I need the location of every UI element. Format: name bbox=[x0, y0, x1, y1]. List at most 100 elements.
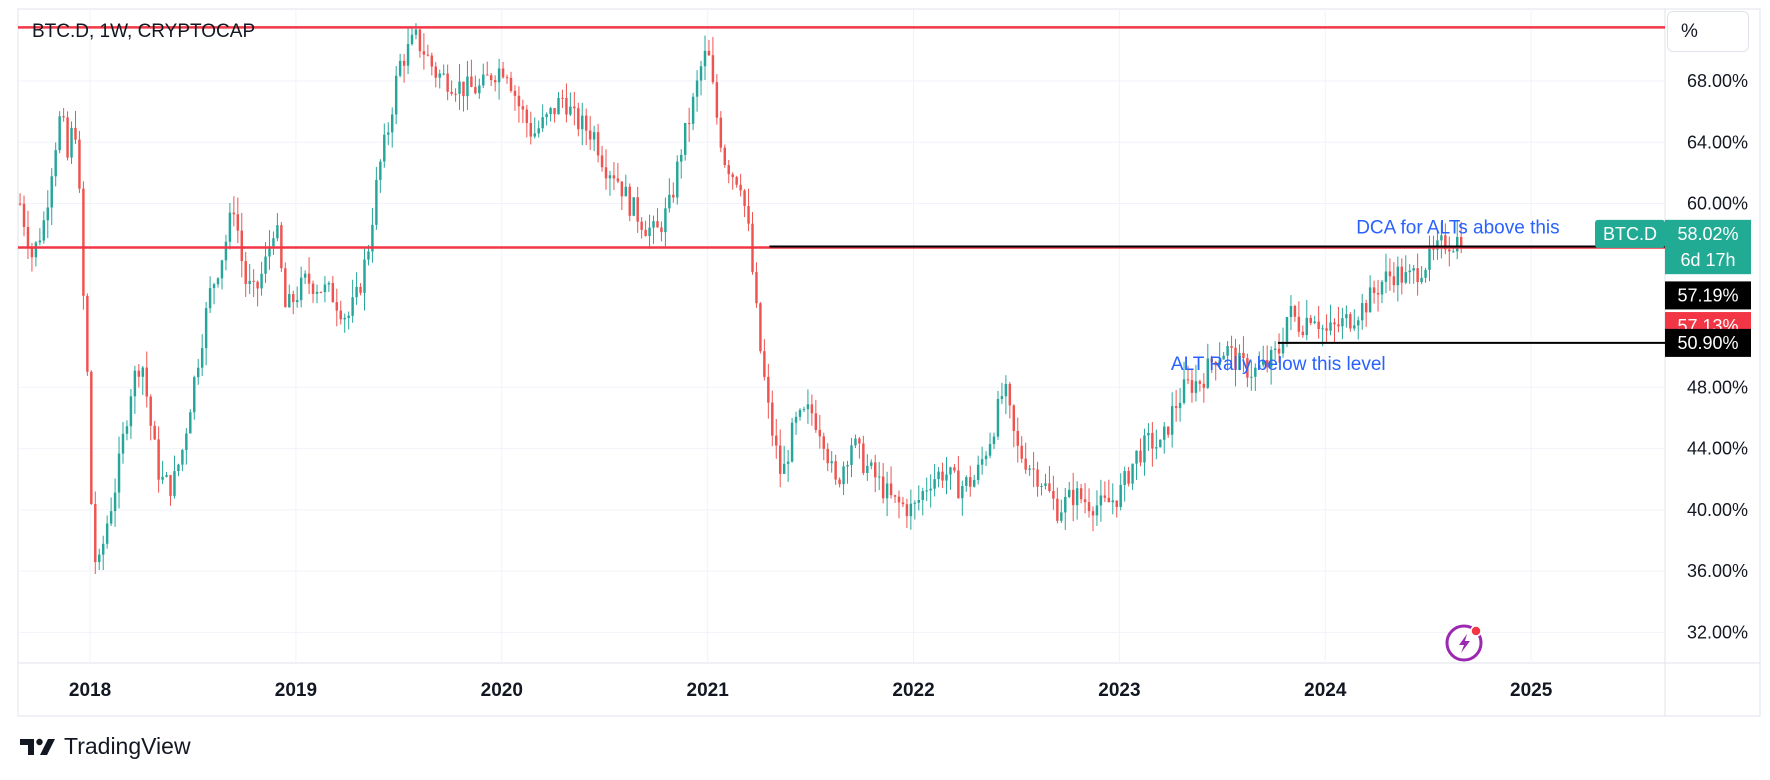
candle-body bbox=[109, 511, 113, 524]
candle-body bbox=[600, 155, 604, 168]
candle-body bbox=[501, 68, 505, 78]
candle-body bbox=[1246, 358, 1249, 378]
candle-body bbox=[1349, 314, 1352, 329]
candle-body bbox=[632, 197, 635, 216]
candle-body bbox=[208, 288, 212, 309]
candle-body bbox=[1099, 495, 1103, 506]
candle-body bbox=[196, 367, 200, 378]
candle-body bbox=[1012, 405, 1016, 431]
candle-body bbox=[664, 208, 667, 233]
candle-body bbox=[537, 128, 540, 134]
candle-body bbox=[347, 315, 350, 318]
candle-body bbox=[90, 371, 93, 504]
candle-body bbox=[584, 115, 588, 131]
candle-body bbox=[826, 448, 829, 464]
candle-body bbox=[1420, 277, 1423, 283]
candle-body bbox=[149, 396, 152, 426]
candle-body bbox=[363, 259, 366, 293]
candle-body bbox=[1384, 271, 1388, 282]
candle-body bbox=[798, 409, 802, 417]
candle-body bbox=[877, 476, 881, 478]
candle-body bbox=[240, 230, 243, 262]
candle-body bbox=[78, 139, 81, 189]
candle-body bbox=[66, 117, 69, 158]
candle-body bbox=[1115, 500, 1118, 507]
level-layer[interactable] bbox=[18, 26, 1665, 344]
candle-body bbox=[1218, 359, 1221, 366]
candle-body bbox=[252, 280, 255, 282]
annotation-text: ALT Rally below this level bbox=[1171, 354, 1386, 375]
candle-body bbox=[42, 220, 46, 241]
x-tick-label: 2020 bbox=[481, 680, 523, 701]
candle-body bbox=[117, 453, 121, 493]
candle-body bbox=[351, 297, 354, 316]
candle-body bbox=[636, 197, 639, 222]
percent-scale-toggle[interactable]: % bbox=[1667, 11, 1749, 52]
candle-body bbox=[1416, 268, 1419, 283]
candle-body bbox=[866, 465, 869, 473]
candle-body bbox=[470, 76, 473, 87]
candle-body bbox=[711, 55, 715, 83]
candle-body bbox=[739, 184, 742, 191]
candle-body bbox=[1071, 489, 1075, 506]
candle-body bbox=[339, 310, 342, 320]
price-badge-label: 58.02% bbox=[1677, 224, 1738, 244]
candle-body bbox=[846, 465, 849, 467]
candle-body bbox=[1079, 488, 1083, 500]
candle-body bbox=[1091, 511, 1095, 516]
candle-body bbox=[1131, 463, 1134, 484]
candle-body bbox=[418, 29, 422, 52]
candle-body bbox=[695, 80, 699, 97]
candle-body bbox=[957, 470, 960, 499]
candle-body bbox=[996, 398, 1000, 437]
candle-body bbox=[624, 186, 628, 197]
candle-body bbox=[1016, 430, 1019, 446]
candle-body bbox=[561, 97, 564, 99]
candle-body bbox=[82, 188, 85, 296]
candle-body bbox=[1226, 346, 1229, 356]
candle-body bbox=[529, 122, 533, 137]
candle-body bbox=[1277, 348, 1281, 354]
candle-body bbox=[1198, 381, 1202, 384]
candle-body bbox=[862, 443, 865, 473]
y-tick-label: 60.00% bbox=[1687, 194, 1748, 214]
candle-body bbox=[204, 308, 208, 349]
candle-body bbox=[933, 479, 936, 489]
candle-body bbox=[1404, 272, 1407, 283]
candle-body bbox=[22, 203, 26, 227]
candle-body bbox=[62, 116, 65, 118]
candle-body bbox=[755, 272, 758, 304]
candle-body bbox=[1234, 347, 1237, 370]
candle-body bbox=[1242, 352, 1245, 359]
candle-body bbox=[782, 463, 786, 474]
tradingview-logo[interactable]: TradingView bbox=[20, 733, 191, 760]
candle-body bbox=[1265, 359, 1269, 368]
candle-body bbox=[1392, 276, 1396, 286]
candle-body bbox=[161, 476, 164, 480]
price-badge bbox=[1665, 281, 1751, 310]
candle-body bbox=[1048, 483, 1051, 492]
axis-layer: 32.00% 36.00% 40.00% 44.00% 48.00% 60.00% 64.0… bbox=[69, 71, 1748, 701]
candle-body bbox=[1000, 396, 1004, 399]
candle-body bbox=[394, 75, 398, 115]
candle-body bbox=[1202, 383, 1206, 388]
candle-body bbox=[771, 402, 774, 436]
candle-body bbox=[1178, 402, 1182, 409]
candle-body bbox=[1428, 247, 1431, 270]
candle-body bbox=[1182, 379, 1186, 403]
candle-body bbox=[173, 471, 176, 496]
candle-body bbox=[596, 132, 600, 156]
lightning-bolt-icon[interactable] bbox=[1445, 624, 1483, 662]
candle-body bbox=[1060, 512, 1063, 521]
candle-body bbox=[961, 485, 964, 499]
candle-body bbox=[1364, 303, 1368, 313]
candle-body bbox=[434, 66, 437, 78]
candle-body bbox=[268, 246, 271, 257]
x-tick-label: 2025 bbox=[1510, 680, 1553, 701]
candle-body bbox=[687, 122, 691, 124]
candle-body bbox=[260, 273, 263, 289]
candle-body bbox=[450, 91, 453, 94]
candle-body bbox=[220, 260, 224, 279]
